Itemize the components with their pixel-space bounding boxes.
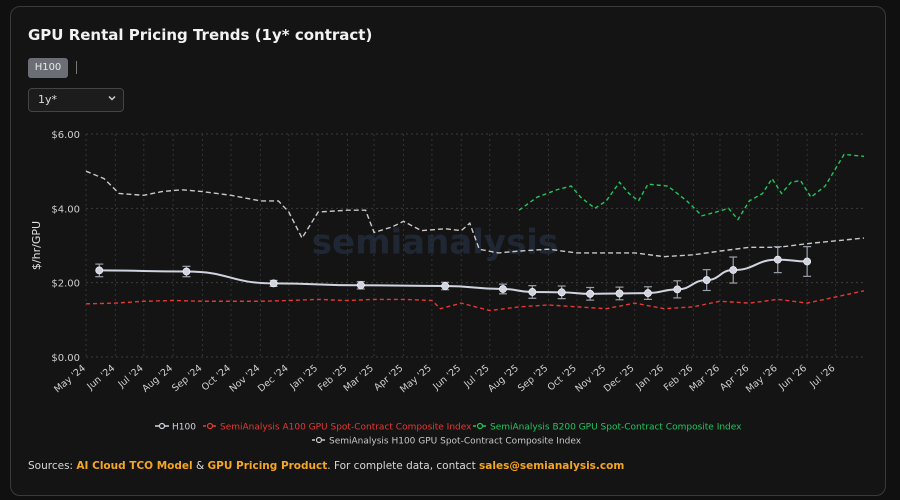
footer-prefix: Sources:: [28, 460, 77, 472]
x-tick-label: Jan '25: [287, 363, 320, 393]
y-tick-label: $0.00: [51, 353, 80, 364]
x-tick-label: Mar '26: [688, 363, 722, 394]
contract-select-value: 1y*: [38, 93, 58, 106]
x-tick-label: Aug '25: [486, 363, 521, 395]
chart-card: [10, 6, 886, 496]
data-point: [803, 257, 812, 266]
data-point: [586, 289, 595, 298]
x-tick-label: Sep '24: [170, 363, 204, 394]
tab-separator: [76, 61, 77, 74]
watermark-text: semianalysis: [312, 223, 558, 263]
series-line-2: [518, 153, 865, 221]
chevron-down-icon: [108, 95, 116, 101]
x-tick-label: Jun '25: [430, 363, 463, 393]
x-tick-label: Oct '24: [200, 363, 233, 393]
x-tick-label: May '25: [398, 363, 434, 395]
gpu-pricing-link[interactable]: GPU Pricing Product: [207, 460, 328, 472]
x-tick-label: Jan '26: [633, 363, 666, 393]
data-point: [441, 282, 450, 290]
footer-amp: &: [192, 460, 208, 472]
x-tick-label: May '26: [744, 363, 780, 395]
legend-marker-2: [476, 422, 484, 430]
x-tick-label: Oct '25: [546, 363, 579, 393]
x-tick-label: May '24: [52, 363, 88, 395]
x-tick-label: Aug '24: [140, 363, 175, 395]
x-tick-label: Mar '25: [342, 363, 376, 394]
y-tick-label: $6.00: [51, 130, 80, 141]
data-point: [269, 279, 278, 288]
series-line-3: [85, 170, 865, 258]
y-axis-label: $/hr/GPU: [30, 221, 43, 270]
legend-marker-0: [158, 422, 166, 430]
x-tick-label: Sep '25: [516, 363, 550, 394]
x-tick-label: Nov '25: [573, 363, 608, 395]
x-tick-label: Dec '25: [602, 363, 637, 395]
data-point: [702, 276, 711, 284]
legend-label-0: H100: [172, 423, 196, 433]
y-tick-label: $4.00: [51, 204, 80, 215]
legend-label-3: SemiAnalysis H100 GPU Spot-Contract Comp…: [329, 437, 582, 447]
tab-h100[interactable]: H100: [28, 58, 68, 78]
series-line-0: [99, 258, 808, 295]
legend-marker-3: [315, 436, 323, 444]
x-tick-label: Nov '24: [227, 363, 262, 395]
contract-select[interactable]: 1y*: [28, 88, 124, 112]
data-point: [773, 255, 782, 264]
data-point: [95, 266, 104, 275]
page-title: GPU Rental Pricing Trends (1y* contract): [28, 26, 373, 44]
x-tick-label: Dec '24: [256, 363, 291, 395]
data-point: [729, 266, 738, 274]
tco-model-link[interactable]: AI Cloud TCO Model: [76, 460, 193, 472]
data-point: [499, 285, 507, 293]
sales-email-link[interactable]: sales@semianalysis.com: [479, 460, 625, 472]
data-point: [644, 289, 652, 297]
x-tick-label: Jun '24: [85, 363, 118, 393]
y-tick-label: $2.00: [51, 279, 80, 290]
data-point: [356, 281, 365, 290]
data-point: [528, 288, 537, 296]
legend-marker-1: [206, 422, 214, 430]
data-point: [182, 267, 191, 276]
data-point: [615, 289, 624, 298]
legend-label-1: SemiAnalysis A100 GPU Spot-Contract Comp…: [220, 423, 472, 433]
legend-label-2: SemiAnalysis B200 GPU Spot-Contract Comp…: [490, 423, 742, 433]
footer-middle: . For complete data, contact: [327, 460, 480, 472]
data-point: [673, 285, 682, 294]
footer-sources: Sources: AI Cloud TCO Model & GPU Pricin…: [28, 460, 624, 472]
x-tick-label: Jun '26: [776, 363, 809, 393]
data-point: [557, 288, 566, 297]
x-tick-label: Jul '26: [807, 363, 837, 391]
